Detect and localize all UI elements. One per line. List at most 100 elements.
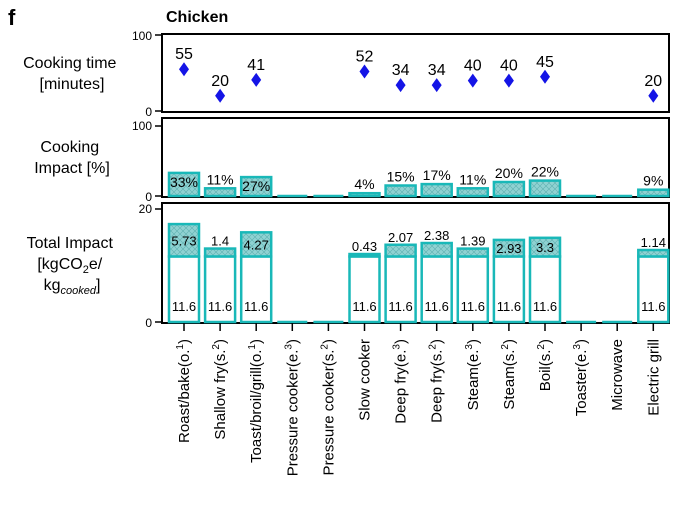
cooking-time-point: [359, 64, 370, 79]
cooking-impact-bar: [384, 184, 417, 198]
total-impact-cooking-label: 1.4: [211, 234, 229, 249]
total-impact-cooking-label: 3.3: [536, 240, 554, 255]
total-impact-base-label: 11.6: [388, 299, 412, 314]
total-impact-cooking-label: 2.38: [424, 228, 449, 243]
ytick-total-impact-max: 20: [139, 202, 153, 216]
chart-marks: 55 20 41 52 34 34 40 40 45 20 33% 11% 27% 4% 15% 17% 11%…: [167, 46, 670, 476]
xtick-label: Microwave: [609, 339, 626, 411]
cooking-time-point: [215, 88, 226, 103]
total-impact-base-label: 11.6: [533, 299, 557, 314]
total-impact-cooking-label: 4.27: [244, 237, 269, 252]
cooking-impact-bar: [456, 187, 490, 198]
cooking-time-label: 34: [428, 62, 446, 79]
cooking-impact-label: 20%: [495, 165, 523, 181]
total-impact-cooking-label: 5.73: [171, 233, 196, 248]
total-impact-cooking-label: 2.93: [496, 241, 521, 256]
cooking-time-point: [540, 69, 550, 84]
ylabel-cooking-time: Cooking time [minutes]: [23, 55, 121, 93]
cooking-impact-label: 17%: [423, 167, 451, 183]
total-impact-base-label: 11.6: [461, 299, 485, 314]
cooking-time-label: 52: [356, 48, 374, 65]
total-impact-base-label: 11.6: [352, 299, 376, 314]
total-impact-base-bar: [239, 255, 273, 324]
total-impact-cooking-bar: [528, 236, 562, 258]
total-impact-base-bar: [420, 255, 453, 324]
total-impact-base-label: 11.6: [497, 299, 521, 314]
cooking-time-label: 34: [392, 62, 410, 79]
ytick-cooking-time-min: 0: [145, 105, 152, 119]
cooking-impact-bar: [239, 175, 273, 198]
cooking-impact-label: 11%: [207, 171, 234, 187]
total-impact-base-label: 11.6: [244, 299, 268, 314]
total-impact-cooking-bar: [348, 252, 381, 258]
cooking-time-point: [395, 78, 406, 93]
xtick-label: Steam(e.3): [464, 339, 482, 410]
total-impact-cooking-label: 1.39: [460, 234, 485, 249]
xtick-label: Deep fry(s.2): [428, 339, 446, 423]
cooking-impact-label: 4%: [354, 176, 374, 192]
cooking-time-label: 41: [247, 57, 265, 74]
cooking-time-label: 40: [464, 58, 482, 75]
total-impact-base-label: 11.6: [425, 299, 449, 314]
cooking-impact-label: 11%: [459, 171, 486, 187]
total-impact-base-bar: [348, 255, 381, 324]
cooking-time-point: [467, 73, 478, 88]
total-impact-base-bar: [384, 255, 417, 324]
total-impact-cooking-label: 0.43: [352, 239, 377, 254]
xtick-label: Deep fry(e.3): [392, 339, 410, 424]
total-impact-cooking-bar: [167, 222, 201, 258]
total-impact-base-label: 11.6: [641, 299, 665, 314]
cooking-time-label: 45: [536, 54, 554, 71]
total-impact-cooking-bar: [384, 243, 417, 258]
total-impact-cooking-bar: [420, 241, 453, 258]
cooking-impact-label: 9%: [643, 173, 663, 189]
cooking-time-point: [251, 72, 262, 87]
chart-title: Chicken: [166, 9, 228, 26]
cooking-impact-bar: [420, 182, 453, 198]
xtick-label: Toast/broil/grill(o.1): [247, 339, 265, 463]
panel-letter: f: [8, 5, 16, 30]
total-impact-cooking-bar: [203, 247, 237, 258]
total-impact-cooking-bar: [239, 231, 273, 258]
xtick-label: Boil(s.2): [536, 339, 554, 391]
cooking-impact-bar: [203, 187, 237, 198]
xtick-label: Roast/bake(o.1): [175, 339, 193, 443]
xtick-label: Toaster(e.3): [572, 339, 590, 416]
total-impact-cooking-bar: [637, 248, 670, 258]
ylabel-total-impact: Total Impact [kgCO2e/ kgcooked]: [27, 235, 118, 297]
cooking-impact-bar: [348, 191, 381, 198]
cooking-time-label: 20: [644, 73, 662, 90]
cooking-time-point: [431, 78, 442, 93]
total-impact-cooking-bar: [456, 247, 490, 258]
total-impact-cooking-label: 2.07: [388, 230, 413, 245]
cooking-impact-bar: [637, 188, 670, 198]
ytick-cooking-impact-max: 100: [132, 119, 152, 133]
cooking-impact-label: 33%: [170, 174, 198, 190]
cooking-impact-label: 15%: [387, 169, 415, 185]
total-impact-base-label: 11.6: [172, 299, 196, 314]
total-impact-base-label: 11.6: [208, 299, 232, 314]
xtick-label: Pressure cooker(s.2): [319, 339, 337, 475]
total-impact-cooking-label: 1.14: [641, 235, 666, 250]
ytick-cooking-time-max: 100: [132, 29, 152, 43]
cooking-impact-bar: [528, 179, 562, 198]
ytick-total-impact-min: 0: [145, 316, 152, 330]
panel-frame-cooking-time: [161, 33, 670, 113]
xtick-label: Shallow fry(s.2): [211, 339, 229, 440]
total-impact-base-bar: [203, 255, 237, 324]
cooking-impact-bar: [167, 171, 201, 198]
cooking-time-point: [648, 88, 659, 103]
total-impact-cooking-bar: [492, 238, 526, 258]
total-impact-base-bar: [637, 255, 670, 324]
cooking-impact-label: 27%: [242, 178, 270, 194]
xtick-label: Slow cooker: [357, 339, 374, 421]
ytick-cooking-impact-min: 0: [145, 190, 152, 204]
xtick-label: Pressure cooker(e.3): [283, 339, 301, 476]
xtick-label: Electric grill: [645, 339, 662, 416]
cooking-impact-bar: [492, 180, 526, 198]
cooking-time-label: 20: [211, 73, 229, 90]
cooking-time-label: 55: [175, 46, 193, 63]
cooking-time-point: [179, 62, 189, 77]
cooking-time-label: 40: [500, 58, 518, 75]
